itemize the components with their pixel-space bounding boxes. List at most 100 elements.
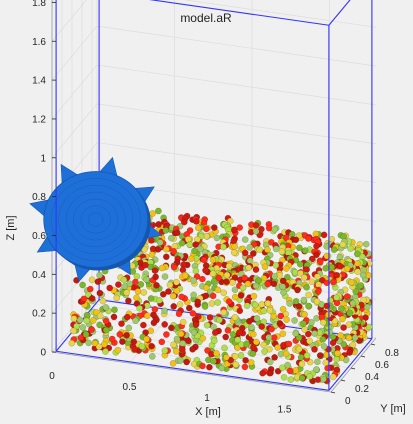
- particle: [264, 299, 272, 307]
- particle: [280, 288, 287, 296]
- particle: [296, 260, 304, 268]
- particle: [116, 331, 124, 338]
- grid-line: [183, 0, 377, 28]
- particle: [313, 366, 320, 373]
- particle: [154, 245, 162, 253]
- y-tick-label: 0.4: [365, 372, 379, 383]
- particle: [163, 245, 170, 253]
- particle: [140, 321, 147, 329]
- particle: [320, 375, 327, 383]
- particle: [292, 330, 300, 337]
- particle: [190, 277, 197, 284]
- particle: [286, 300, 294, 307]
- particle: [249, 250, 257, 257]
- particle: [170, 247, 177, 255]
- grid-line: [51, 103, 98, 158]
- particle: [110, 313, 118, 321]
- particle: [88, 276, 96, 284]
- particle: [223, 278, 230, 286]
- particle: [339, 315, 346, 323]
- particle: [249, 350, 257, 358]
- particle: [148, 237, 155, 244]
- particle: [252, 228, 260, 235]
- particle: [225, 298, 233, 305]
- particle: [200, 256, 208, 264]
- particle: [158, 338, 166, 346]
- particle: [166, 281, 174, 289]
- particle: [159, 290, 167, 298]
- particle: [209, 292, 217, 300]
- particle: [260, 307, 268, 315]
- particle: [79, 281, 86, 289]
- particle: [298, 360, 306, 368]
- grid-line: [51, 0, 87, 42]
- particle: [123, 289, 130, 296]
- particle: [155, 221, 162, 228]
- grid-line: [51, 25, 98, 81]
- y-tick-label: 0.8: [385, 348, 399, 359]
- particle: [277, 312, 285, 320]
- particle: [89, 317, 97, 324]
- particle: [181, 272, 189, 279]
- particle: [314, 288, 322, 295]
- particle: [298, 374, 306, 382]
- z-tick-label: 0.6: [32, 231, 46, 242]
- particle: [347, 279, 355, 286]
- y-axis-ticks: 0 0.20.40.60.8: [330, 343, 399, 407]
- particle: [231, 226, 238, 234]
- y-axis-label: Y [m]: [380, 403, 405, 415]
- particle: [265, 334, 273, 341]
- particle: [300, 296, 308, 304]
- particle: [178, 346, 186, 353]
- particle: [167, 234, 175, 242]
- particle: [125, 324, 133, 332]
- particle: [292, 236, 300, 244]
- particle: [172, 348, 180, 355]
- particle: [102, 304, 110, 311]
- particle: [313, 251, 320, 259]
- particle: [282, 350, 290, 358]
- particle: [220, 289, 227, 297]
- particle: [295, 345, 303, 353]
- y-tick: [360, 355, 366, 358]
- particle: [76, 316, 84, 324]
- particle: [208, 300, 216, 307]
- particle: [322, 359, 330, 367]
- particle: [300, 274, 308, 281]
- particle: [88, 326, 95, 333]
- particle: [305, 291, 312, 299]
- particle: [313, 297, 321, 305]
- x-tick-label: 0: [49, 371, 55, 382]
- z-tick-label: 1.6: [32, 37, 46, 48]
- domain-box-front: [55, 0, 330, 391]
- particle: [173, 278, 180, 286]
- z-tick-label: 0.8: [32, 192, 46, 203]
- particle: [285, 340, 293, 348]
- particle: [176, 301, 184, 308]
- particle: [209, 256, 217, 264]
- particle: [199, 362, 206, 370]
- particle: [311, 346, 318, 353]
- particle: [346, 349, 353, 356]
- gear-mesh-ring: [65, 191, 126, 248]
- particle: [147, 295, 155, 302]
- particle: [280, 373, 288, 381]
- particle: [224, 327, 232, 334]
- particle: [279, 283, 287, 291]
- particle: [231, 353, 239, 360]
- particle: [179, 318, 187, 326]
- particle: [339, 241, 347, 248]
- particle: [168, 324, 175, 332]
- y-tick-label: 0.6: [375, 360, 389, 371]
- particle: [301, 247, 309, 254]
- particle: [306, 337, 313, 345]
- particle: [148, 353, 156, 360]
- particle: [308, 278, 316, 286]
- particle: [306, 373, 314, 380]
- z-axis-label: Z [m]: [5, 215, 17, 240]
- particle: [91, 339, 99, 347]
- particle: [296, 244, 303, 252]
- particle: [115, 281, 122, 288]
- particle: [222, 353, 230, 361]
- grid-line: [51, 0, 55, 3]
